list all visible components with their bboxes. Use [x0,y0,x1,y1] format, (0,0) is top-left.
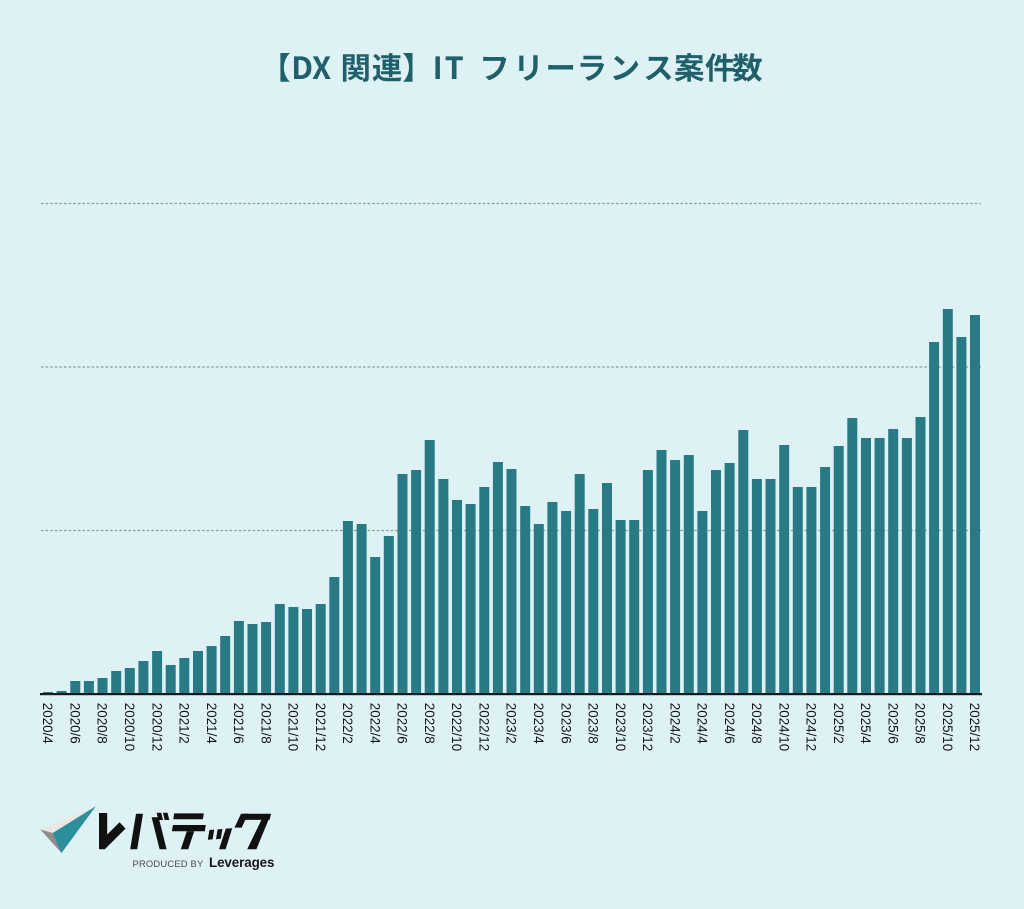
svg-text:2021/10: 2021/10 [286,703,301,751]
svg-text:2023/2: 2023/2 [504,703,519,744]
svg-text:2024/10: 2024/10 [776,703,791,751]
svg-text:2021/4: 2021/4 [204,703,219,745]
svg-text:2023/4: 2023/4 [531,703,546,745]
svg-text:2022/12: 2022/12 [477,703,492,751]
svg-text:2022/8: 2022/8 [422,703,437,744]
svg-text:2020/12: 2020/12 [149,703,164,751]
svg-text:2025/2: 2025/2 [831,703,846,744]
svg-text:2020/6: 2020/6 [68,703,83,744]
svg-text:2024/4: 2024/4 [695,703,710,745]
svg-text:2025/4: 2025/4 [858,703,873,745]
svg-text:2022/10: 2022/10 [449,703,464,751]
svg-text:2024/8: 2024/8 [749,703,764,744]
svg-text:2022/2: 2022/2 [340,703,355,744]
svg-text:2024/6: 2024/6 [722,703,737,744]
svg-text:2024/2: 2024/2 [667,703,682,744]
svg-text:2022/6: 2022/6 [395,703,410,744]
svg-text:2023/6: 2023/6 [558,703,573,744]
svg-text:2021/12: 2021/12 [313,703,328,751]
svg-text:2025/12: 2025/12 [967,703,982,751]
svg-text:2023/8: 2023/8 [586,703,601,744]
svg-text:2025/8: 2025/8 [913,703,928,744]
svg-text:2021/2: 2021/2 [177,703,192,744]
svg-text:2021/8: 2021/8 [258,703,273,744]
svg-text:PRODUCED BY: PRODUCED BY [133,858,205,869]
svg-text:Leverages: Leverages [209,855,274,870]
svg-text:2021/6: 2021/6 [231,703,246,744]
svg-text:2024/12: 2024/12 [804,703,819,751]
svg-text:2020/4: 2020/4 [40,703,55,745]
svg-text:2020/10: 2020/10 [122,703,137,751]
svg-text:2025/10: 2025/10 [940,703,955,751]
svg-text:2020/8: 2020/8 [95,703,110,744]
svg-text:2023/12: 2023/12 [640,703,655,751]
svg-text:2025/6: 2025/6 [885,703,900,744]
svg-text:2023/10: 2023/10 [613,703,628,751]
svg-text:2022/4: 2022/4 [367,703,382,745]
